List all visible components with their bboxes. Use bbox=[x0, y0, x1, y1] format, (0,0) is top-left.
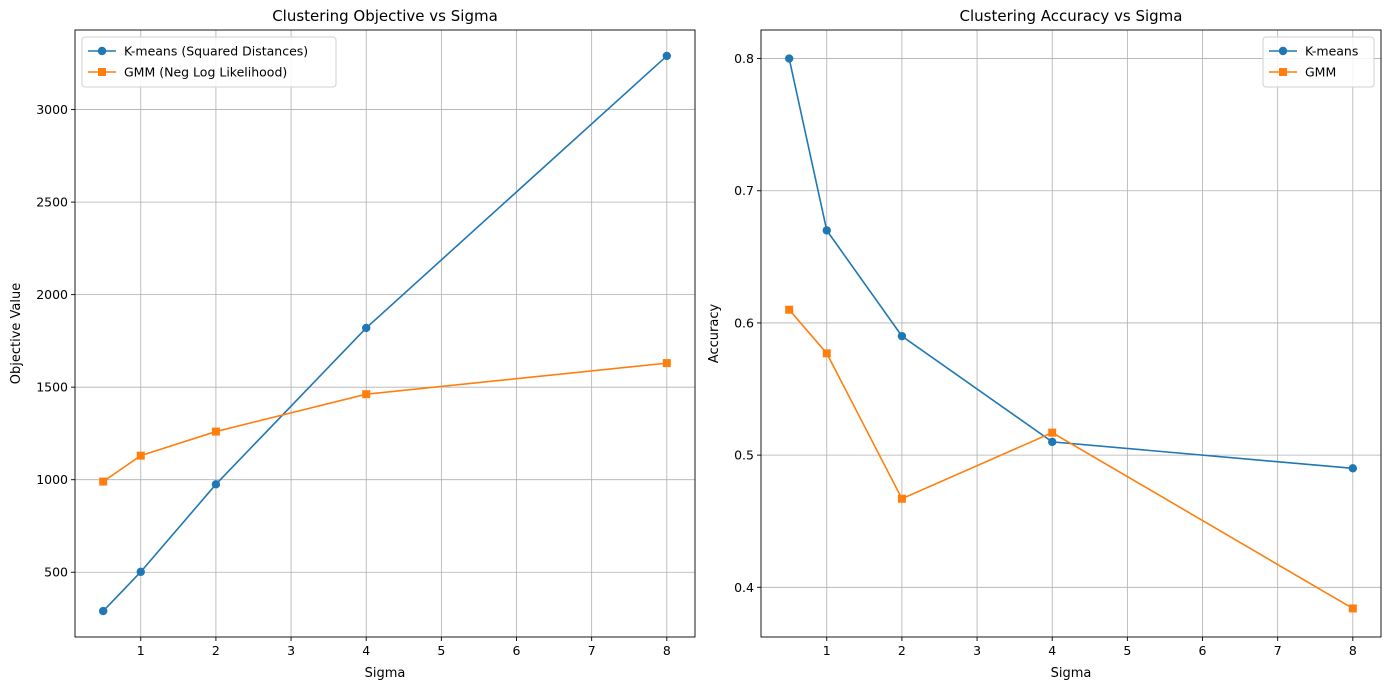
x-tick-label: 2 bbox=[898, 643, 906, 658]
x-axis-label: Sigma bbox=[1051, 666, 1092, 681]
data-point bbox=[1048, 428, 1057, 437]
x-tick-label: 3 bbox=[973, 643, 981, 658]
series-kmeans bbox=[784, 54, 1358, 473]
data-point bbox=[1348, 464, 1358, 473]
x-tick-label: 4 bbox=[1048, 643, 1056, 658]
y-ticks: 500 1000 1500 2000 2500 3000 bbox=[36, 102, 75, 580]
legend: K-means GMM bbox=[1262, 36, 1375, 88]
legend-marker bbox=[1279, 68, 1287, 76]
y-ticks: 0.4 0.5 0.6 0.7 0.8 bbox=[734, 51, 761, 595]
x-tick-label: 1 bbox=[823, 643, 831, 658]
data-point bbox=[785, 305, 794, 314]
y-tick-label: 0.4 bbox=[734, 580, 754, 595]
chart-title: Clustering Accuracy vs Sigma bbox=[960, 7, 1183, 25]
legend-box bbox=[81, 36, 337, 88]
x-tick-label: 4 bbox=[362, 643, 370, 658]
data-point bbox=[98, 606, 108, 616]
legend-marker bbox=[1278, 46, 1288, 56]
data-point bbox=[1348, 604, 1357, 613]
series-line bbox=[102, 55, 668, 612]
series-line bbox=[102, 362, 667, 483]
x-tick-label: 5 bbox=[437, 643, 445, 658]
data-point bbox=[211, 480, 221, 489]
y-tick-label: 500 bbox=[44, 565, 68, 580]
data-point bbox=[822, 226, 831, 235]
legend: K-means (Squared Distances) GMM (Neg Log … bbox=[81, 36, 337, 88]
legend-label: GMM (Neg Log Likelihood) bbox=[124, 65, 287, 80]
grid bbox=[75, 30, 695, 637]
y-tick-label: 2000 bbox=[36, 287, 68, 302]
data-point bbox=[784, 54, 794, 63]
chart-title: Clustering Objective vs Sigma bbox=[272, 7, 498, 25]
data-point bbox=[897, 331, 907, 341]
y-axis-label: Objective Value bbox=[9, 283, 24, 384]
axes-frame bbox=[74, 29, 696, 638]
data-point bbox=[362, 323, 371, 333]
legend-marker bbox=[97, 46, 107, 56]
legend-label: GMM bbox=[1305, 65, 1336, 80]
legend-label: K-means (Squared Distances) bbox=[124, 44, 308, 59]
x-tick-label: 5 bbox=[1123, 643, 1131, 658]
y-tick-label: 1000 bbox=[36, 472, 68, 487]
x-axis-label: Sigma bbox=[365, 666, 406, 681]
data-point bbox=[822, 349, 831, 358]
legend-label: K-means bbox=[1305, 44, 1358, 59]
chart-accuracy: 1 2 3 4 5 6 7 8 0.4 0.5 0.6 0.7 0.8 Clustering Accura… bbox=[707, 7, 1382, 681]
y-axis-label: Accuracy bbox=[707, 304, 722, 364]
grid bbox=[761, 30, 1381, 637]
x-tick-label: 8 bbox=[663, 643, 671, 658]
y-tick-label: 1500 bbox=[36, 380, 68, 395]
axes-frame bbox=[760, 29, 1382, 638]
data-point bbox=[136, 451, 145, 460]
x-tick-label: 7 bbox=[588, 643, 596, 658]
y-tick-label: 0.6 bbox=[734, 315, 754, 330]
data-point bbox=[662, 51, 672, 61]
y-tick-label: 0.8 bbox=[734, 51, 754, 66]
data-point bbox=[1048, 437, 1057, 447]
data-point bbox=[211, 427, 220, 436]
chart-objective: 1 2 3 4 5 6 7 8 500 1000 1500 2000 2500 3000 Clusterin… bbox=[9, 7, 696, 681]
series-line bbox=[788, 309, 1354, 610]
legend-box bbox=[1262, 36, 1375, 88]
legend-marker bbox=[98, 68, 106, 76]
x-ticks: 1 2 3 4 5 6 7 8 bbox=[823, 637, 1357, 658]
x-tick-label: 6 bbox=[513, 643, 521, 658]
data-point bbox=[662, 359, 671, 368]
x-tick-label: 3 bbox=[287, 643, 295, 658]
data-point bbox=[99, 477, 108, 486]
x-tick-label: 1 bbox=[137, 643, 145, 658]
y-tick-label: 2500 bbox=[36, 195, 68, 210]
x-tick-label: 7 bbox=[1274, 643, 1282, 658]
series-kmeans bbox=[98, 51, 672, 616]
legend-entry: K-means bbox=[1269, 44, 1358, 59]
y-tick-label: 0.5 bbox=[734, 448, 754, 463]
series-gmm bbox=[785, 305, 1357, 613]
x-tick-label: 6 bbox=[1199, 643, 1207, 658]
y-tick-label: 0.7 bbox=[734, 183, 754, 198]
legend-entry: K-means (Squared Distances) bbox=[88, 44, 308, 59]
x-ticks: 1 2 3 4 5 6 7 8 bbox=[137, 637, 671, 658]
data-point bbox=[362, 390, 371, 399]
y-tick-label: 3000 bbox=[36, 102, 68, 117]
series-gmm bbox=[99, 359, 671, 486]
legend-entry: GMM bbox=[1269, 65, 1336, 80]
data-point bbox=[897, 494, 906, 503]
x-tick-label: 8 bbox=[1349, 643, 1357, 658]
legend-entry: GMM (Neg Log Likelihood) bbox=[88, 65, 287, 80]
series-line bbox=[788, 58, 1353, 470]
x-tick-label: 2 bbox=[212, 643, 220, 658]
data-point bbox=[136, 567, 145, 577]
